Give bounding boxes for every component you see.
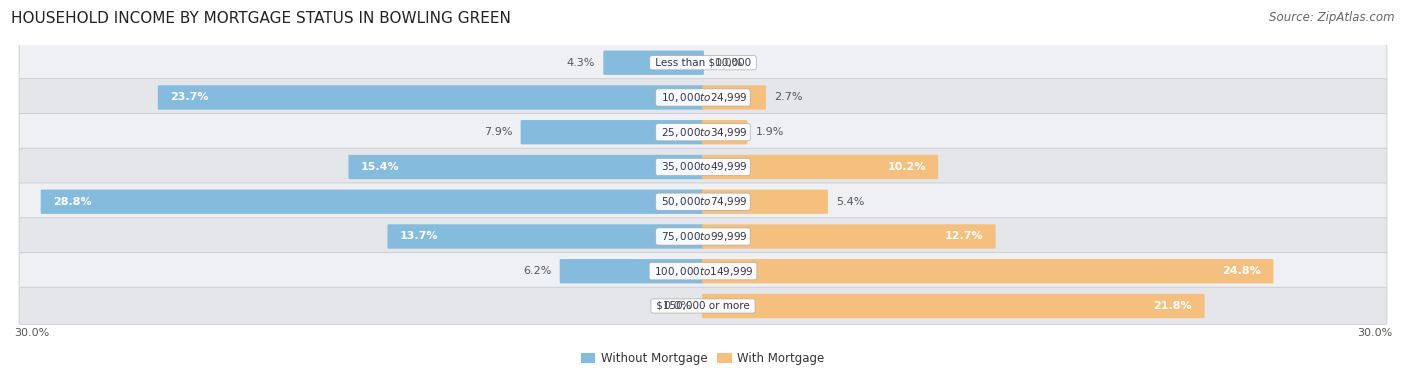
FancyBboxPatch shape	[702, 120, 748, 144]
FancyBboxPatch shape	[20, 44, 1386, 82]
FancyBboxPatch shape	[702, 224, 995, 249]
Text: $35,000 to $49,999: $35,000 to $49,999	[658, 161, 748, 174]
FancyBboxPatch shape	[349, 155, 704, 179]
Text: 30.0%: 30.0%	[14, 327, 49, 338]
FancyBboxPatch shape	[20, 253, 1386, 290]
FancyBboxPatch shape	[20, 79, 1386, 116]
Text: 0.0%: 0.0%	[714, 58, 742, 68]
Text: 30.0%: 30.0%	[1357, 327, 1392, 338]
FancyBboxPatch shape	[702, 189, 828, 214]
FancyBboxPatch shape	[702, 294, 1205, 318]
Text: Source: ZipAtlas.com: Source: ZipAtlas.com	[1270, 11, 1395, 24]
FancyBboxPatch shape	[20, 287, 1386, 325]
FancyBboxPatch shape	[702, 259, 1274, 284]
FancyBboxPatch shape	[20, 183, 1386, 220]
Text: 2.7%: 2.7%	[775, 93, 803, 102]
Legend: Without Mortgage, With Mortgage: Without Mortgage, With Mortgage	[576, 347, 830, 370]
Text: 5.4%: 5.4%	[837, 197, 865, 207]
Text: $150,000 or more: $150,000 or more	[652, 301, 754, 311]
FancyBboxPatch shape	[603, 51, 704, 75]
Text: 1.9%: 1.9%	[756, 127, 785, 137]
FancyBboxPatch shape	[157, 85, 704, 110]
Text: 15.4%: 15.4%	[361, 162, 399, 172]
Text: 23.7%: 23.7%	[170, 93, 208, 102]
FancyBboxPatch shape	[20, 148, 1386, 186]
Text: 4.3%: 4.3%	[567, 58, 595, 68]
FancyBboxPatch shape	[520, 120, 704, 144]
FancyBboxPatch shape	[41, 189, 704, 214]
Text: 24.8%: 24.8%	[1222, 266, 1261, 276]
FancyBboxPatch shape	[560, 259, 704, 284]
Text: $100,000 to $149,999: $100,000 to $149,999	[651, 265, 755, 278]
Text: HOUSEHOLD INCOME BY MORTGAGE STATUS IN BOWLING GREEN: HOUSEHOLD INCOME BY MORTGAGE STATUS IN B…	[11, 11, 512, 26]
Text: 7.9%: 7.9%	[484, 127, 512, 137]
Text: Less than $10,000: Less than $10,000	[652, 58, 754, 68]
FancyBboxPatch shape	[702, 85, 766, 110]
Text: 21.8%: 21.8%	[1153, 301, 1192, 311]
FancyBboxPatch shape	[20, 218, 1386, 255]
Text: $75,000 to $99,999: $75,000 to $99,999	[658, 230, 748, 243]
Text: 0.0%: 0.0%	[664, 301, 692, 311]
Text: 13.7%: 13.7%	[399, 231, 439, 242]
Text: $50,000 to $74,999: $50,000 to $74,999	[658, 195, 748, 208]
Text: $10,000 to $24,999: $10,000 to $24,999	[658, 91, 748, 104]
Text: 12.7%: 12.7%	[945, 231, 983, 242]
Text: 28.8%: 28.8%	[53, 197, 91, 207]
Text: 10.2%: 10.2%	[887, 162, 925, 172]
Text: 6.2%: 6.2%	[523, 266, 551, 276]
FancyBboxPatch shape	[20, 113, 1386, 151]
FancyBboxPatch shape	[702, 155, 938, 179]
FancyBboxPatch shape	[388, 224, 704, 249]
Text: $25,000 to $34,999: $25,000 to $34,999	[658, 126, 748, 139]
